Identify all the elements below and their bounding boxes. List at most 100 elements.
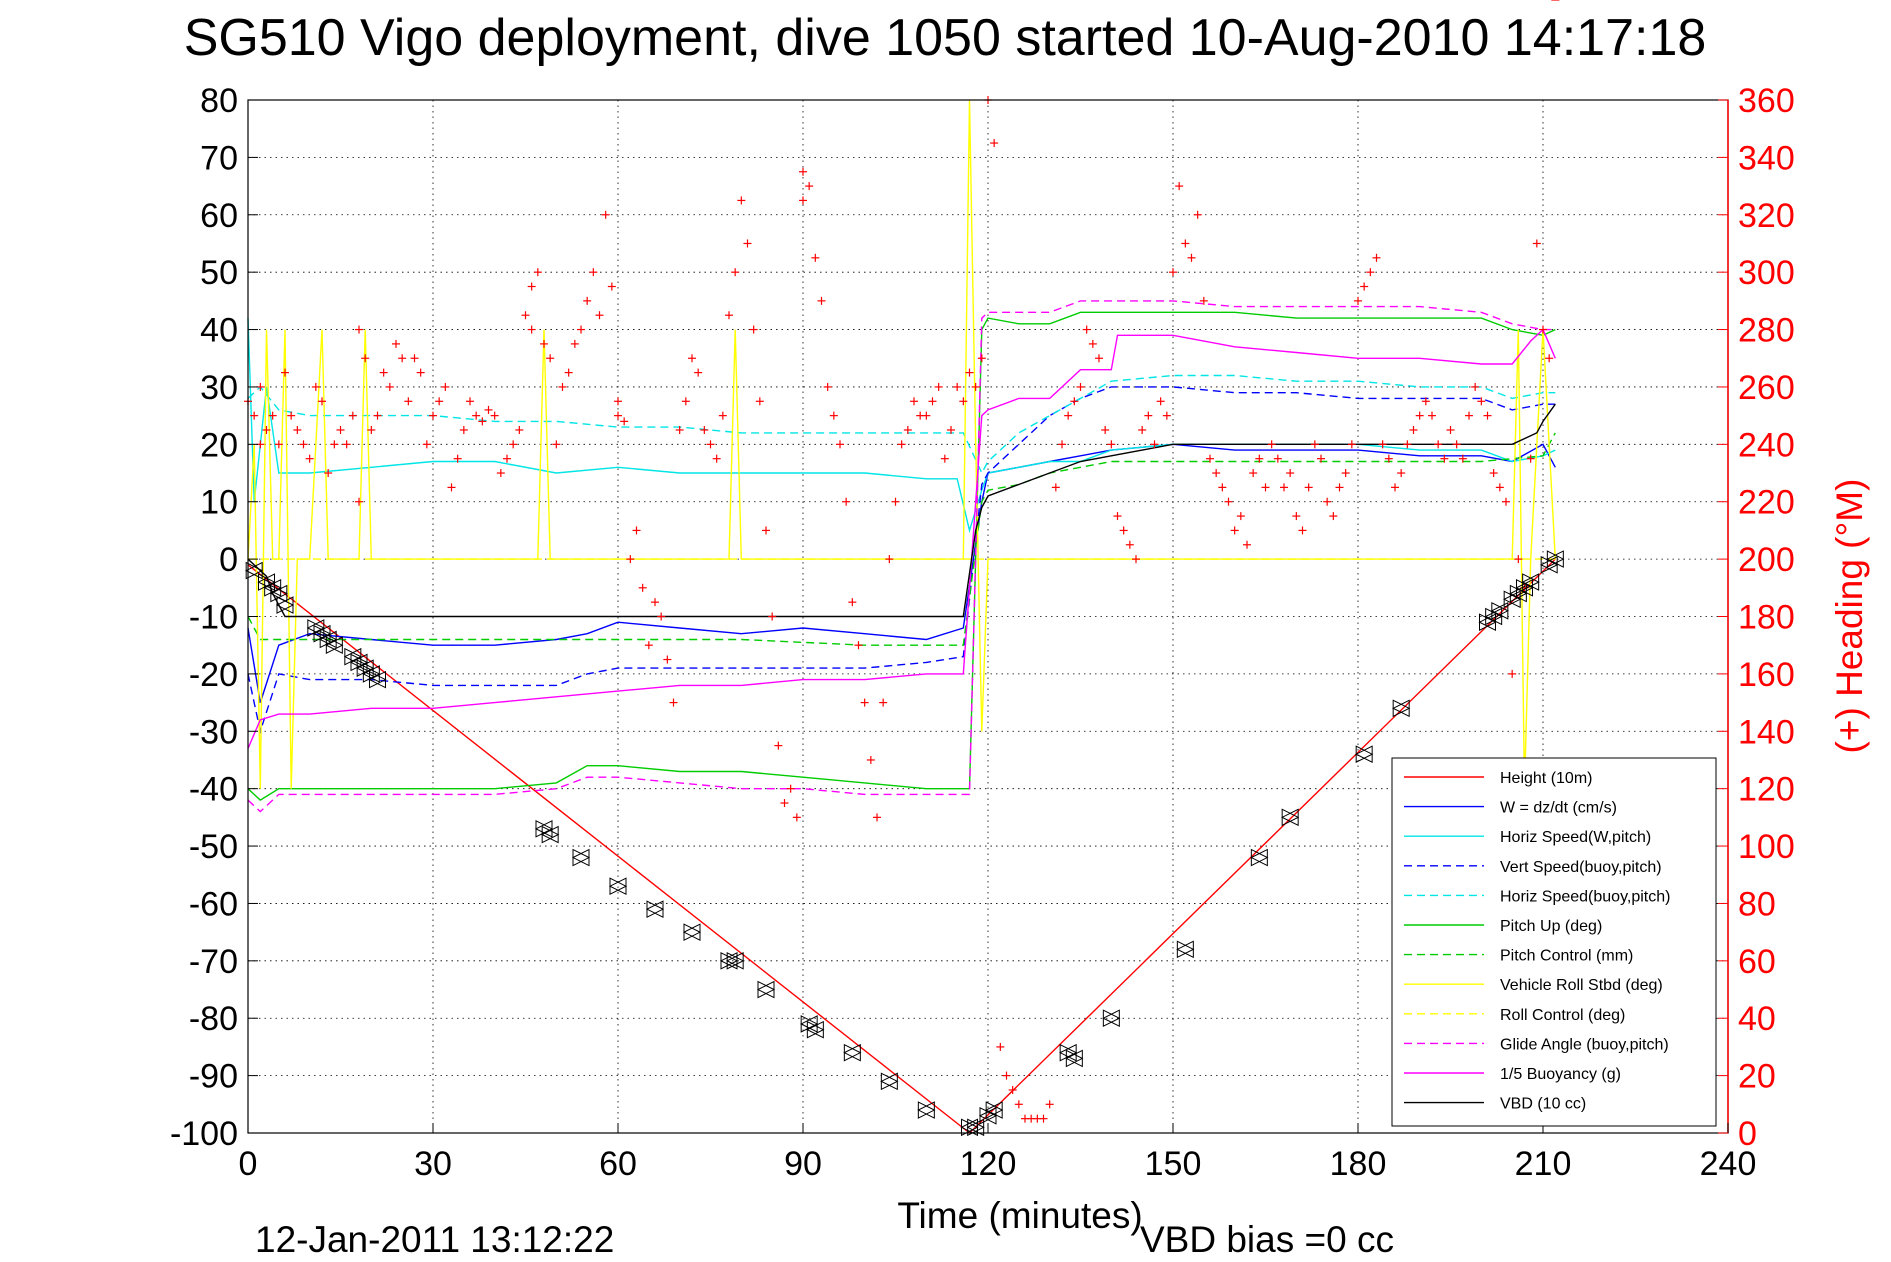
dive-marker-tri	[917, 1101, 935, 1119]
dive-marker	[800, 1015, 819, 1033]
heading-point	[1502, 497, 1510, 506]
y-left-tick-label: -60	[189, 885, 238, 923]
dive-marker-tri	[535, 820, 554, 838]
heading-point	[780, 799, 789, 808]
dive-marker	[1503, 590, 1522, 609]
dive-marker-tri	[1355, 745, 1374, 764]
heading-point	[570, 339, 579, 348]
y-right-tick-label: 260	[1738, 369, 1795, 407]
heading-point	[928, 397, 937, 406]
dive-marker	[1540, 556, 1559, 574]
heading-point	[688, 354, 696, 363]
x-axis: 0 30 60 90 120 150 180 210 240	[239, 1123, 1756, 1183]
heading-point	[873, 813, 881, 822]
series-line-1	[247, 443, 1556, 703]
heading-point	[1107, 440, 1116, 449]
dive-marker-tri	[806, 1020, 825, 1039]
heading-point	[743, 239, 752, 248]
y-right-tick-label: 160	[1738, 656, 1795, 694]
dive-marker	[245, 561, 264, 580]
x-tick-label: 180	[1330, 1145, 1387, 1183]
heading-point	[1249, 469, 1258, 478]
dive-marker	[1484, 607, 1503, 626]
heading-point	[1446, 425, 1455, 434]
dive-marker-tri	[541, 825, 560, 844]
heading-point	[669, 698, 678, 707]
heading-point	[823, 382, 832, 391]
heading-point	[990, 139, 999, 148]
dive-marker-tri	[1503, 590, 1522, 609]
heading-point	[1088, 339, 1097, 348]
dive-marker-tri	[961, 1118, 979, 1137]
heading-point	[281, 368, 289, 377]
heading-point	[755, 397, 764, 406]
heading-point	[577, 325, 585, 334]
dive-marker	[719, 952, 739, 970]
heading-point	[527, 325, 536, 334]
dive-marker	[349, 653, 369, 672]
heading-point	[718, 411, 727, 420]
y-right-tick-label: 360	[1738, 82, 1795, 120]
dive-marker	[362, 665, 381, 683]
y-right-tick-label: 220	[1738, 484, 1795, 522]
legend: Height (10m) W = dz/dt (cm/s) Horiz Speed(…	[1391, 757, 1717, 1127]
heading-point	[897, 440, 906, 449]
heading-point	[731, 268, 740, 277]
heading-point	[891, 497, 900, 506]
dive-marker	[1059, 1043, 1078, 1062]
heading-point	[503, 454, 511, 463]
dive-marker-tri	[608, 877, 627, 896]
heading-point	[799, 167, 807, 176]
heading-point	[1440, 454, 1449, 463]
y-left-tick-label: -10	[189, 599, 238, 637]
heading-point	[1310, 440, 1319, 449]
y-axis-right-label: (+) Heading (°M)	[1829, 479, 1870, 754]
series-line-2	[247, 318, 1556, 534]
heading-point	[355, 325, 363, 334]
heading-point	[792, 813, 801, 822]
dive-marker-tri	[1281, 808, 1299, 827]
heading-point	[1452, 440, 1461, 449]
heading-point	[379, 368, 388, 377]
legend-label-0: Height (10m)	[1500, 770, 1592, 787]
y-left-tick-label: 20	[200, 426, 238, 464]
heading-point	[1421, 397, 1430, 406]
dive-marker	[1392, 699, 1411, 718]
y-left-tick-label: 10	[200, 484, 238, 522]
dive-marker-tri	[1176, 940, 1195, 959]
heading-point	[1329, 512, 1338, 521]
series-line-9	[247, 300, 1556, 813]
y-left-tick-label: -50	[189, 828, 238, 866]
dive-marker	[1102, 1009, 1121, 1028]
heading-point	[459, 425, 468, 434]
y-left-tick-label: -90	[189, 1058, 238, 1096]
y-right-tick-label: 280	[1738, 312, 1795, 350]
heading-point	[1008, 1085, 1017, 1094]
y-right-tick-label: 320	[1738, 197, 1795, 235]
heading-point	[1273, 454, 1282, 463]
dive-marker	[1509, 584, 1528, 603]
legend-label-3: Vert Speed(buoy,pitch)	[1500, 859, 1662, 876]
heading-point	[1236, 512, 1245, 521]
heading-point	[922, 411, 931, 420]
legend-label-1: W = dz/dt (cm/s)	[1500, 800, 1617, 817]
heading-point	[1125, 540, 1134, 549]
heading-point	[1477, 397, 1486, 406]
heading-point	[478, 417, 487, 426]
heading-point	[805, 182, 814, 191]
dive-marker	[1250, 848, 1269, 867]
dive-marker	[966, 1118, 985, 1137]
heading-point	[373, 411, 382, 420]
heading-point	[1347, 440, 1356, 449]
heading-point	[1039, 1114, 1048, 1123]
heading-point	[965, 368, 974, 377]
heading-point	[392, 339, 400, 348]
dive-marker-tri	[683, 923, 702, 941]
y-left-tick-label: 60	[200, 197, 238, 235]
heading-point	[262, 425, 271, 434]
y-left-tick-label: -70	[189, 943, 238, 981]
y-left-tick-label: 40	[200, 312, 238, 350]
dive-marker-tri	[349, 653, 368, 672]
heading-point	[1292, 512, 1301, 521]
series-line-10	[247, 328, 1556, 749]
